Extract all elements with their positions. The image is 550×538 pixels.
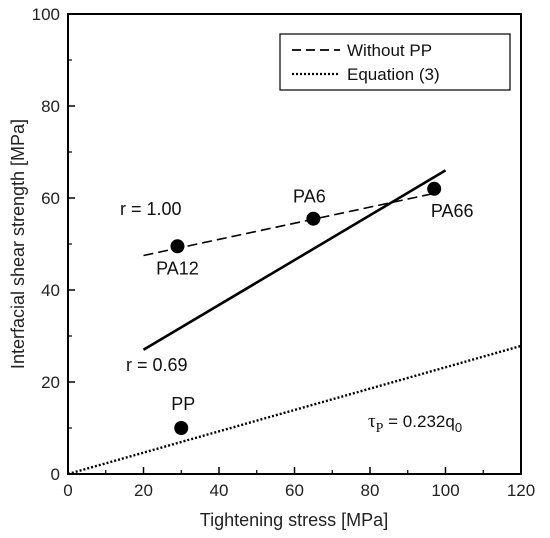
- x-tick-label: 100: [431, 481, 459, 500]
- equation-tau: τ: [368, 411, 376, 432]
- data-point-pa66: [427, 181, 442, 196]
- data-point-pa6: [306, 211, 321, 226]
- y-axis-title: Interfacial shear strength [MPa]: [8, 119, 28, 369]
- legend: Without PP Equation (3): [279, 33, 511, 91]
- x-tick-label: 60: [285, 481, 304, 500]
- y-tick-label: 0: [51, 465, 60, 484]
- equation-body: = 0.232q: [383, 412, 454, 431]
- legend-label-equation: Equation (3): [347, 65, 440, 84]
- y-tick-label: 40: [41, 281, 60, 300]
- x-tick-label: 0: [63, 481, 72, 500]
- x-tick-label: 20: [134, 481, 153, 500]
- legend-box: [279, 33, 511, 91]
- equation-sub-0: 0: [455, 420, 462, 435]
- x-tick-label: 120: [507, 481, 535, 500]
- r-dashed-label: r = 1.00: [120, 199, 182, 219]
- legend-label-without-pp: Without PP: [347, 41, 432, 60]
- y-tick-label: 20: [41, 373, 60, 392]
- point-label-pa6: PA6: [293, 187, 326, 207]
- r-solid-label: r = 0.69: [126, 355, 188, 375]
- equation-label: τP = 0.232q0: [368, 411, 462, 436]
- equation-sub-p: P: [376, 421, 384, 436]
- data-point-pa12: [170, 239, 185, 254]
- series-line-solid: [142, 169, 447, 351]
- x-tick-label: 80: [361, 481, 380, 500]
- y-tick-label: 100: [32, 5, 60, 24]
- y-tick-label: 60: [41, 189, 60, 208]
- series-line-dotted: [67, 344, 522, 476]
- y-tick-label: 80: [41, 97, 60, 116]
- series-line-dashed: [143, 192, 435, 257]
- data-point-pp: [174, 421, 189, 435]
- point-label-pa12: PA12: [156, 258, 199, 278]
- x-axis-title: Tightening stress [MPa]: [200, 510, 388, 530]
- point-label-pa66: PA66: [431, 201, 474, 221]
- point-label-pp: PP: [171, 394, 195, 414]
- x-tick-label: 40: [210, 481, 229, 500]
